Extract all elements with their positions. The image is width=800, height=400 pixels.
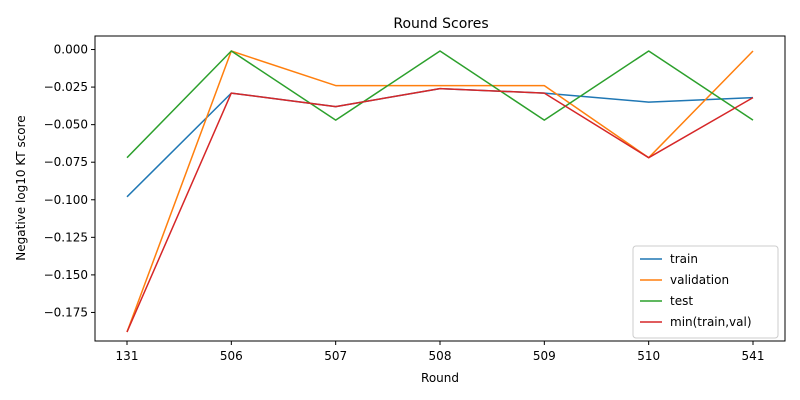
x-tick-label: 131 <box>116 349 139 363</box>
y-axis: 0.000 −0.025 −0.050 −0.075 −0.100 −0.125 −0.15… <box>44 43 95 319</box>
y-tick-label: −0.150 <box>44 268 88 282</box>
legend-label: validation <box>670 273 729 287</box>
y-tick-label: −0.050 <box>44 118 88 132</box>
x-tick-label: 507 <box>324 349 347 363</box>
y-tick-label: −0.175 <box>44 305 88 319</box>
x-tick-label: 508 <box>429 349 452 363</box>
x-tick-label: 506 <box>220 349 243 363</box>
legend: train validation test min(train,val) <box>632 245 779 339</box>
x-axis-label: Round <box>421 371 459 385</box>
y-tick-label: −0.100 <box>44 193 88 207</box>
series-line-test <box>126 50 754 159</box>
x-tick-label: 509 <box>533 349 556 363</box>
series-line-train <box>126 87 754 198</box>
y-tick-label: −0.075 <box>44 155 88 169</box>
y-tick-label: −0.025 <box>44 80 88 94</box>
y-axis-label: Negative log10 KT score <box>14 115 28 260</box>
plot-area <box>126 50 754 333</box>
legend-label: min(train,val) <box>670 315 752 329</box>
chart-title: Round Scores <box>393 16 488 32</box>
series-line-min-train-val <box>126 87 754 333</box>
y-tick-label: −0.125 <box>44 230 88 244</box>
x-tick-label: 510 <box>637 349 660 363</box>
x-tick-label: 541 <box>742 349 765 363</box>
y-tick-label: 0.000 <box>54 43 88 57</box>
legend-label: train <box>670 252 698 266</box>
legend-label: test <box>670 294 693 308</box>
legend-box <box>632 245 779 339</box>
x-axis: 131 506 507 508 509 510 541 <box>116 341 765 363</box>
